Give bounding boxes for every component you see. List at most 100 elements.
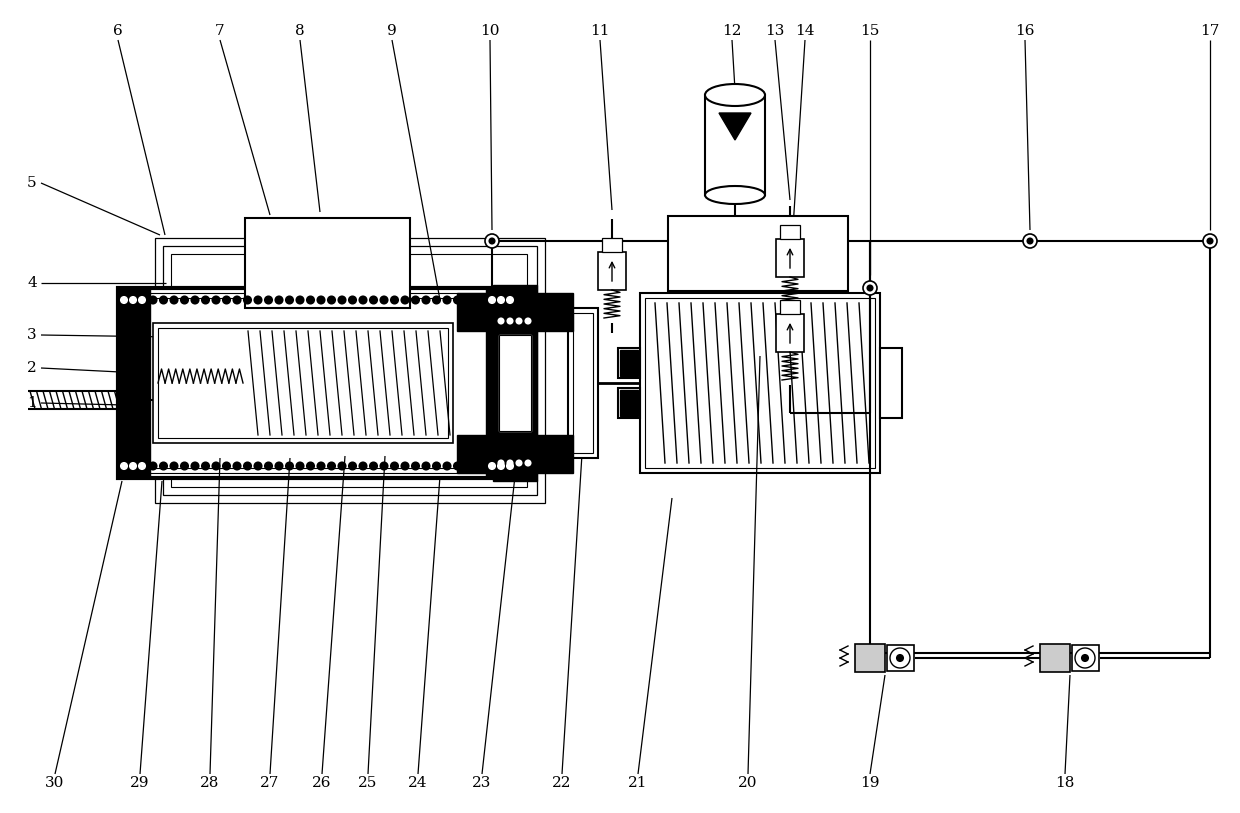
Bar: [118, 288, 518, 478]
Text: 18: 18: [1055, 776, 1075, 790]
Circle shape: [317, 463, 325, 469]
Circle shape: [202, 463, 210, 469]
Circle shape: [897, 655, 903, 661]
Circle shape: [296, 463, 304, 469]
Circle shape: [507, 460, 512, 466]
Circle shape: [485, 234, 498, 248]
Bar: [618, 348, 640, 378]
Bar: [498, 335, 531, 431]
Text: 12: 12: [722, 24, 742, 38]
Circle shape: [370, 463, 377, 469]
Text: 23: 23: [472, 776, 492, 790]
Circle shape: [1083, 655, 1087, 661]
Circle shape: [308, 463, 314, 469]
Circle shape: [412, 297, 419, 303]
Text: 11: 11: [590, 24, 610, 38]
Circle shape: [296, 297, 304, 303]
Text: 16: 16: [1016, 24, 1034, 38]
Ellipse shape: [706, 186, 765, 204]
Text: 2: 2: [27, 361, 37, 375]
Bar: [568, 308, 598, 458]
Polygon shape: [719, 113, 751, 140]
Circle shape: [498, 463, 503, 469]
Circle shape: [329, 297, 335, 303]
Bar: [620, 350, 639, 376]
Circle shape: [1075, 648, 1095, 668]
Circle shape: [171, 297, 177, 303]
Circle shape: [507, 297, 513, 303]
Circle shape: [244, 463, 250, 469]
Circle shape: [223, 297, 229, 303]
Circle shape: [329, 463, 335, 469]
Circle shape: [890, 648, 910, 668]
Bar: [162, 246, 537, 495]
Circle shape: [181, 463, 188, 469]
Bar: [706, 95, 765, 195]
Text: 25: 25: [358, 776, 378, 790]
Circle shape: [360, 463, 367, 469]
Circle shape: [412, 463, 419, 469]
Circle shape: [212, 463, 219, 469]
Circle shape: [402, 463, 408, 469]
Bar: [880, 348, 901, 418]
Bar: [668, 216, 848, 291]
Circle shape: [489, 463, 495, 469]
Circle shape: [381, 463, 387, 469]
Circle shape: [1023, 234, 1037, 248]
Text: 17: 17: [1200, 24, 1220, 38]
Circle shape: [444, 297, 450, 303]
Bar: [458, 293, 573, 331]
Bar: [1073, 645, 1099, 671]
Circle shape: [150, 463, 156, 469]
Circle shape: [191, 463, 198, 469]
Circle shape: [160, 297, 167, 303]
Bar: [1040, 644, 1070, 672]
Circle shape: [507, 319, 512, 324]
Text: 29: 29: [130, 776, 150, 790]
Circle shape: [275, 463, 283, 469]
Circle shape: [498, 319, 503, 324]
Text: 30: 30: [46, 776, 64, 790]
Circle shape: [489, 297, 495, 303]
Text: 5: 5: [27, 176, 37, 190]
Circle shape: [444, 463, 450, 469]
Bar: [118, 288, 150, 478]
Circle shape: [233, 463, 241, 469]
Text: 21: 21: [629, 776, 647, 790]
Circle shape: [191, 297, 198, 303]
Circle shape: [433, 463, 440, 469]
Circle shape: [1208, 238, 1213, 244]
Circle shape: [423, 463, 429, 469]
Circle shape: [122, 463, 126, 469]
Bar: [171, 254, 527, 487]
Circle shape: [498, 297, 503, 303]
Text: 10: 10: [480, 24, 500, 38]
Bar: [780, 300, 800, 314]
Bar: [887, 645, 914, 671]
Circle shape: [317, 297, 325, 303]
Text: 7: 7: [216, 24, 224, 38]
Text: 15: 15: [861, 24, 879, 38]
Circle shape: [286, 463, 293, 469]
Text: 3: 3: [27, 328, 37, 342]
Circle shape: [402, 297, 408, 303]
Circle shape: [339, 297, 346, 303]
Bar: [123, 293, 513, 473]
Circle shape: [254, 463, 262, 469]
Bar: [458, 435, 573, 473]
Text: 8: 8: [295, 24, 305, 38]
Circle shape: [171, 463, 177, 469]
Text: 19: 19: [861, 776, 879, 790]
Text: 14: 14: [795, 24, 815, 38]
Bar: [494, 285, 537, 481]
Bar: [601, 238, 622, 252]
Circle shape: [122, 297, 126, 303]
Text: 6: 6: [113, 24, 123, 38]
Bar: [498, 335, 531, 431]
Text: 27: 27: [260, 776, 280, 790]
Circle shape: [348, 463, 356, 469]
Circle shape: [391, 297, 398, 303]
Circle shape: [517, 460, 522, 466]
Text: 4: 4: [27, 276, 37, 290]
Text: 22: 22: [552, 776, 572, 790]
